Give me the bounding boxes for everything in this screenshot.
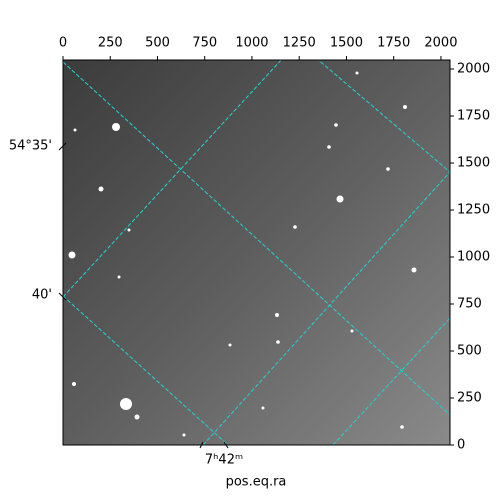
sky-image	[63, 60, 450, 445]
x-tick-label: 0	[59, 36, 67, 51]
stars	[63, 60, 450, 445]
dec-tick-label: 54°35'	[9, 139, 52, 154]
ra-tick-label: 7ʰ42ᵐ	[205, 453, 243, 468]
y-tick-label: 1500	[457, 156, 490, 171]
dec-tick-label: 40'	[32, 288, 52, 303]
frame	[62, 59, 451, 446]
y-tick-label: 1250	[457, 203, 490, 218]
x-tick-label: 2000	[424, 36, 457, 51]
x-tick-label: 1000	[235, 36, 268, 51]
x-tick-label: 1250	[283, 36, 316, 51]
y-tick-label: 750	[457, 297, 482, 312]
dec-tick	[58, 142, 67, 151]
ra-tick	[199, 441, 204, 449]
y-tick-label: 500	[457, 344, 482, 359]
x-tick-label: 500	[145, 36, 170, 51]
y-tick-label: 250	[457, 391, 482, 406]
x-tick-label: 250	[98, 36, 123, 51]
y-tick-label: 0	[457, 438, 465, 453]
dec-tick	[58, 292, 67, 301]
y-tick-label: 2000	[457, 62, 490, 77]
ra-tick	[223, 441, 229, 449]
y-tick-label: 1000	[457, 250, 490, 265]
y-tick-label: 1750	[457, 109, 490, 124]
x-axis-label: pos.eq.ra	[226, 475, 287, 490]
x-tick-label: 1750	[377, 36, 410, 51]
x-tick-label: 750	[192, 36, 217, 51]
x-tick-label: 1500	[330, 36, 363, 51]
